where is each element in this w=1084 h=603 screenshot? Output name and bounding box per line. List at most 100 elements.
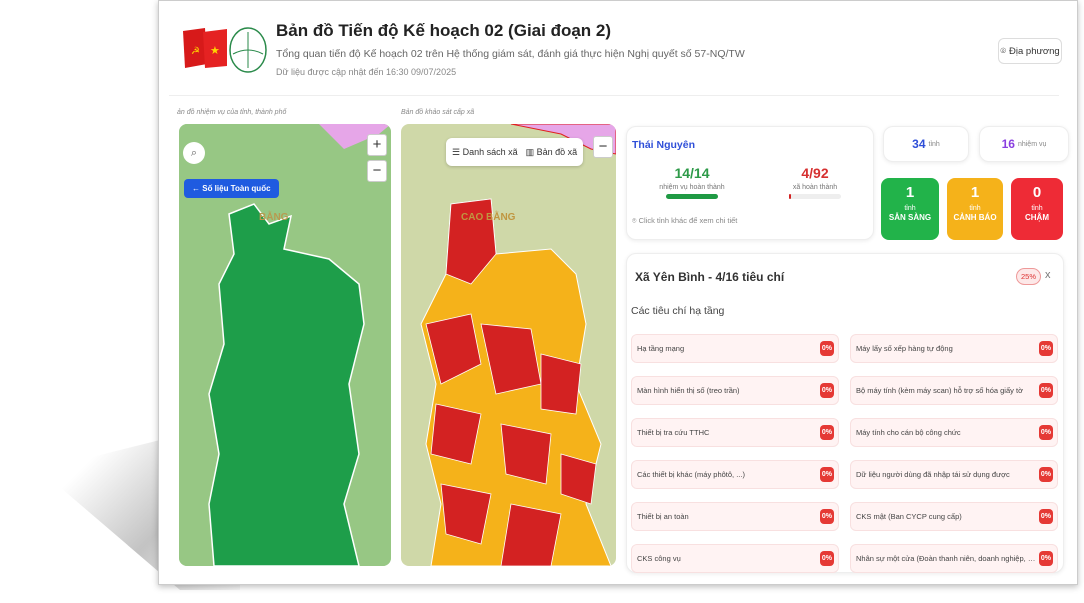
status-label: CHẬM: [1025, 213, 1049, 222]
criterion-name: Màn hình hiển thị số (treo trần): [637, 386, 740, 395]
commune-detail-panel: Xã Yên Bình - 4/16 tiêu chí 25% x Các ti…: [626, 253, 1064, 573]
tasks-stat: 14/14 nhiệm vụ hoàn thành: [647, 165, 737, 199]
commune-list-button[interactable]: ☰ Danh sách xã: [452, 147, 518, 158]
percent-badge: 25%: [1016, 268, 1042, 285]
zoom-in-button[interactable]: +: [367, 134, 387, 156]
status-count: 1: [905, 184, 915, 201]
tasks-count: 16: [1001, 137, 1015, 151]
status-unit: tỉnh: [969, 205, 981, 212]
criterion-name: Bộ máy tính (kèm máy scan) hỗ trợ số hóa…: [856, 386, 1023, 395]
list-icon: ☰: [452, 146, 463, 157]
page-subtitle: Tổng quan tiến độ Kế hoạch 02 trên Hệ th…: [276, 48, 745, 60]
location-pin-icon: ⌾: [1000, 45, 1007, 57]
criterion-item[interactable]: Các thiết bị khác (máy phôtô, ...) 0%: [631, 460, 839, 489]
province-card[interactable]: Thái Nguyên 14/14 nhiệm vụ hoàn thành 4/…: [626, 126, 874, 240]
locality-label: Địa phương: [1009, 45, 1060, 57]
flag-logo-icon: ☭ ★: [183, 27, 267, 73]
criterion-percent: 0%: [1038, 341, 1053, 356]
criterion-percent: 0%: [1038, 425, 1053, 440]
criterion-name: CKS công vụ: [637, 554, 681, 563]
provinces-unit: tỉnh: [928, 140, 940, 148]
criterion-percent: 0%: [819, 425, 834, 440]
provinces-total: 34 tỉnh: [883, 126, 969, 162]
location-pin-icon: ⌾: [632, 216, 639, 225]
criterion-name: CKS mật (Ban CYCP cung cấp): [856, 512, 962, 521]
map-icon: ▥: [525, 146, 537, 157]
page-title: Bản đồ Tiến độ Kế hoạch 02 (Giai đoạn 2): [276, 21, 612, 40]
province-map-canvas: [179, 124, 391, 566]
tasks-total: 16 nhiệm vụ: [979, 126, 1069, 162]
criterion-percent: 0%: [1038, 551, 1053, 566]
region-label: CAO BẰNG: [461, 212, 516, 223]
hint: ⌾ Click tỉnh khác để xem chi tiết: [632, 216, 737, 226]
logos: ☭ ★: [181, 26, 271, 81]
criterion-item[interactable]: Hạ tầng mạng 0%: [631, 334, 839, 363]
criterion-percent: 0%: [819, 467, 834, 482]
criterion-percent: 0%: [819, 551, 834, 566]
close-button[interactable]: x: [1045, 269, 1051, 281]
commune-map-canvas: [401, 124, 616, 566]
commune-map[interactable]: ☰ Danh sách xã ▥ Bản đồ xã − CAO BẰNG: [401, 124, 616, 566]
status-count: 0: [1032, 184, 1042, 201]
status-box[interactable]: 0 tỉnh CHẬM: [1011, 178, 1063, 240]
national-data-button[interactable]: ← Số liệu Toàn quốc: [184, 179, 279, 198]
province-map[interactable]: ⌕ + − ← Số liệu Toàn quốc BẰNG: [179, 124, 391, 566]
status-count: 1: [970, 184, 980, 201]
criterion-percent: 0%: [819, 383, 834, 398]
zoom-out-button[interactable]: −: [593, 136, 613, 158]
criterion-item[interactable]: CKS công vụ 0%: [631, 544, 839, 573]
status-unit: tỉnh: [904, 205, 916, 212]
criterion-percent: 0%: [819, 509, 834, 524]
tasks-progress: [666, 194, 718, 199]
zoom-out-button[interactable]: −: [367, 160, 387, 182]
province-name: Thái Nguyên: [632, 139, 696, 151]
commune-list-label: Danh sách xã: [462, 146, 518, 157]
arrow-left-icon: ←: [192, 184, 203, 193]
national-data-label: Số liệu Toàn quốc: [202, 184, 271, 193]
updated-timestamp: Dữ liệu được cập nhật đến 16:30 09/07/20…: [276, 67, 457, 77]
search-icon[interactable]: ⌕: [183, 142, 205, 164]
criterion-item[interactable]: Thiết bị an toàn 0%: [631, 502, 839, 531]
status-label: CẢNH BÁO: [953, 213, 997, 222]
criterion-name: Dữ liệu người dùng đã nhập tái sử dụng đ…: [856, 470, 1010, 479]
criterion-item[interactable]: Máy tính cho cán bộ công chức 0%: [850, 418, 1058, 447]
criterion-percent: 0%: [1038, 509, 1053, 524]
commune-map-label: Bản đồ xã: [536, 146, 578, 157]
criterion-name: Nhân sự một cửa (Đoàn thanh niên, doanh …: [856, 554, 1036, 563]
status-box[interactable]: 1 tỉnh CẢNH BÁO: [947, 178, 1003, 240]
svg-text:☭: ☭: [191, 46, 200, 57]
tasks-label: nhiệm vụ hoàn thành: [659, 184, 725, 191]
divider: [169, 95, 1059, 96]
app-window: ☭ ★ Bản đồ Tiến độ Kế hoạch 02 (Giai đoạn…: [158, 0, 1078, 585]
criterion-name: Hạ tầng mạng: [637, 344, 685, 353]
section-heading: Các tiêu chí hạ tầng: [631, 305, 725, 317]
criterion-item[interactable]: Nhân sự một cửa (Đoàn thanh niên, doanh …: [850, 544, 1058, 573]
criterion-item[interactable]: Bộ máy tính (kèm máy scan) hỗ trợ số hóa…: [850, 376, 1058, 405]
right-map-label: Bản đồ khảo sát cấp xã: [401, 109, 475, 116]
status-box[interactable]: 1 tỉnh SẴN SÀNG: [881, 178, 939, 240]
locality-button[interactable]: ⌾ Địa phương: [998, 38, 1062, 64]
tasks-value: 14/14: [674, 165, 710, 181]
criterion-item[interactable]: Thiết bị tra cứu TTHC 0%: [631, 418, 839, 447]
criterion-item[interactable]: CKS mật (Ban CYCP cung cấp) 0%: [850, 502, 1058, 531]
detail-title: Xã Yên Bình - 4/16 tiêu chí: [635, 270, 785, 284]
criterion-percent: 0%: [1038, 467, 1053, 482]
criterion-name: Thiết bị tra cứu TTHC: [637, 428, 710, 437]
provinces-count: 34: [912, 137, 926, 151]
hint-text: Click tỉnh khác để xem chi tiết: [638, 216, 738, 225]
criterion-name: Máy lấy số xếp hàng tự động: [856, 344, 953, 353]
left-map-label: ản đồ nhiệm vụ của tỉnh, thành phố: [177, 109, 287, 116]
criterion-name: Thiết bị an toàn: [637, 512, 689, 521]
communes-value: 4/92: [801, 165, 829, 181]
criterion-item[interactable]: Máy lấy số xếp hàng tự động 0%: [850, 334, 1058, 363]
tasks-unit: nhiệm vụ: [1017, 140, 1047, 148]
region-label: BẰNG: [259, 212, 289, 223]
criterion-percent: 0%: [1038, 383, 1053, 398]
status-label: SẴN SÀNG: [888, 213, 932, 222]
criterion-item[interactable]: Dữ liệu người dùng đã nhập tái sử dụng đ…: [850, 460, 1058, 489]
criterion-name: Các thiết bị khác (máy phôtô, ...): [637, 470, 745, 479]
communes-stat: 4/92 xã hoàn thành: [775, 165, 855, 199]
criterion-item[interactable]: Màn hình hiển thị số (treo trần) 0%: [631, 376, 839, 405]
commune-map-button[interactable]: ▥ Bản đồ xã: [526, 147, 578, 158]
communes-progress: [789, 194, 841, 199]
